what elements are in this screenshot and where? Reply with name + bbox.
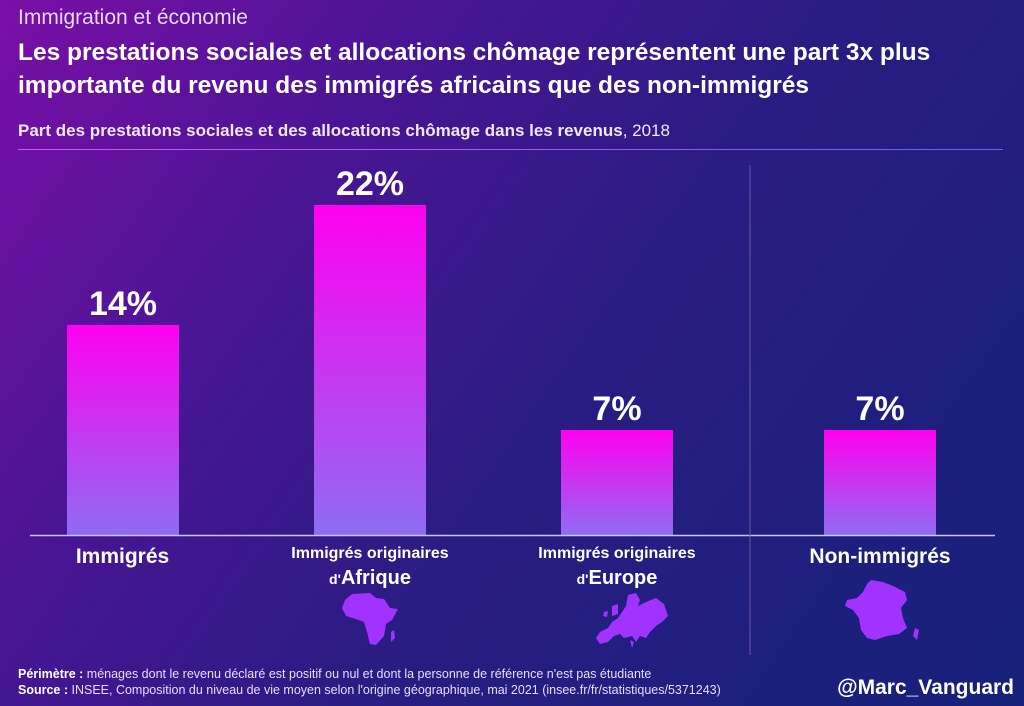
chart-subtitle: Part des prestations sociales et des all… [18, 121, 670, 141]
footer-perimetre: Périmètre : ménages dont le revenu décla… [18, 666, 808, 682]
source-text: INSEE, Composition du niveau de vie moye… [68, 683, 721, 697]
value-label-4: 7% [855, 390, 904, 428]
value-label-1: 14% [89, 285, 157, 323]
category-label-europe-line1: Immigrés originaires [538, 545, 696, 562]
category-label-afrique-line2: d'Afrique [270, 565, 470, 592]
source-label: Source : [18, 683, 69, 697]
europe-region: Europe [588, 567, 658, 589]
france-map-icon [845, 580, 919, 640]
perimetre-label: Périmètre : [18, 667, 84, 681]
kicker: Immigration et économie [18, 6, 248, 29]
category-label-immigres: Immigrés [75, 545, 170, 568]
subtitle-rule [18, 149, 1003, 150]
afrique-prefix: d' [329, 571, 341, 587]
perimetre-text: ménages dont le revenu déclaré est posit… [83, 667, 652, 681]
afrique-region: Afrique [340, 567, 411, 589]
subtitle-year: , 2018 [622, 121, 670, 140]
value-labels-group: 14% 22% 7% 7% [89, 165, 905, 428]
footer-notes: Périmètre : ménages dont le revenu décla… [18, 666, 808, 698]
bar-1 [67, 325, 179, 535]
category-label-afrique: Immigrés originaires d'Afrique [270, 543, 470, 592]
bar-2 [314, 205, 426, 535]
europe-map-icon [596, 593, 668, 648]
value-label-2: 22% [336, 165, 404, 203]
category-label-europe-line2: d'Europe [517, 565, 717, 592]
subtitle-main: Part des prestations sociales et des all… [18, 121, 623, 140]
chart-title: Les prestations sociales et allocations … [18, 39, 931, 99]
footer-source: Source : INSEE, Composition du niveau de… [18, 682, 808, 698]
bars-group [67, 205, 936, 535]
bar-3 [561, 430, 673, 535]
bar-4 [824, 430, 936, 535]
europe-prefix: d' [576, 571, 589, 587]
category-label-afrique-line1: Immigrés originaires [291, 545, 449, 562]
author-handle: @Marc_Vanguard [837, 676, 1014, 699]
africa-map-icon [342, 593, 398, 645]
category-label-non-immigres: Non-immigrés [809, 545, 951, 568]
value-label-3: 7% [592, 390, 641, 428]
category-label-europe: Immigrés originaires d'Europe [517, 543, 717, 592]
